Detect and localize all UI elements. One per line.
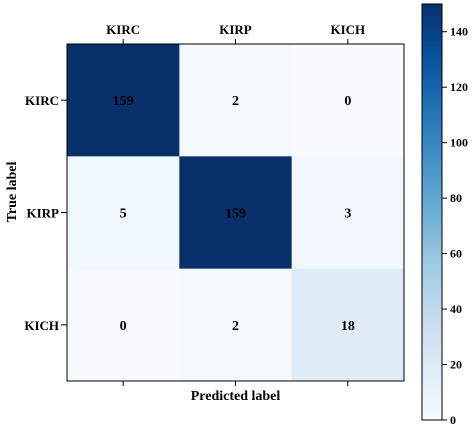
colorbar-tick-label: 0 <box>450 413 456 427</box>
x-tick-label: KICH <box>330 22 365 37</box>
colorbar-tick-label: 40 <box>450 302 462 316</box>
heatmap-cell-r0-c0 <box>67 44 180 157</box>
heatmap-cell-r2-c1 <box>179 268 293 382</box>
colorbar-tick-label: 140 <box>450 25 468 39</box>
cell-value-r0-c1: 2 <box>232 94 239 109</box>
x-tick-label: KIRP <box>219 22 252 37</box>
y-axis-title: True label <box>5 161 20 222</box>
heatmap-cell-r0-c2 <box>291 44 405 157</box>
heatmap-cell-r1-c1 <box>179 156 293 270</box>
cell-value-r2-c1: 2 <box>232 319 239 334</box>
heatmap-cell-r1-c0 <box>67 156 180 270</box>
cell-value-r1-c1: 159 <box>225 207 246 222</box>
colorbar-tick-label: 80 <box>450 191 462 205</box>
y-tick-label: KIRP <box>27 206 60 221</box>
x-tick-label: KIRC <box>106 22 140 37</box>
x-axis-title: Predicted label <box>191 389 281 404</box>
heatmap-cell-r0-c1 <box>179 44 293 157</box>
cell-value-r0-c2: 0 <box>344 94 351 109</box>
cell-value-r1-c0: 5 <box>120 207 127 222</box>
colorbar-tick-label: 60 <box>450 247 462 261</box>
colorbar-ticks: 0 20 40 60 80 100 120 140 <box>442 25 468 427</box>
x-axis-ticks: KIRC KIRP KICH <box>106 22 365 386</box>
heatmap-cells <box>67 44 405 382</box>
heatmap-cell-r2-c0 <box>67 268 180 382</box>
cell-value-r1-c2: 3 <box>344 207 351 222</box>
colorbar-tick-label: 100 <box>450 136 468 150</box>
heatmap-cell-labels: 159 2 0 5 159 3 0 2 18 <box>113 94 355 334</box>
colorbar-tick-label: 120 <box>450 80 468 94</box>
colorbar-tick-label: 20 <box>450 358 462 372</box>
colorbar <box>421 3 443 421</box>
cell-value-r0-c0: 159 <box>113 94 134 109</box>
heatmap-cell-r2-c2 <box>291 268 405 382</box>
y-axis-ticks: KIRC KIRP KICH <box>24 93 67 333</box>
y-tick-label: KIRC <box>25 93 59 108</box>
y-tick-label: KICH <box>24 318 59 333</box>
cell-value-r2-c2: 18 <box>341 319 355 334</box>
cell-value-r2-c0: 0 <box>120 319 127 334</box>
heatmap-cell-r1-c2 <box>291 156 405 270</box>
